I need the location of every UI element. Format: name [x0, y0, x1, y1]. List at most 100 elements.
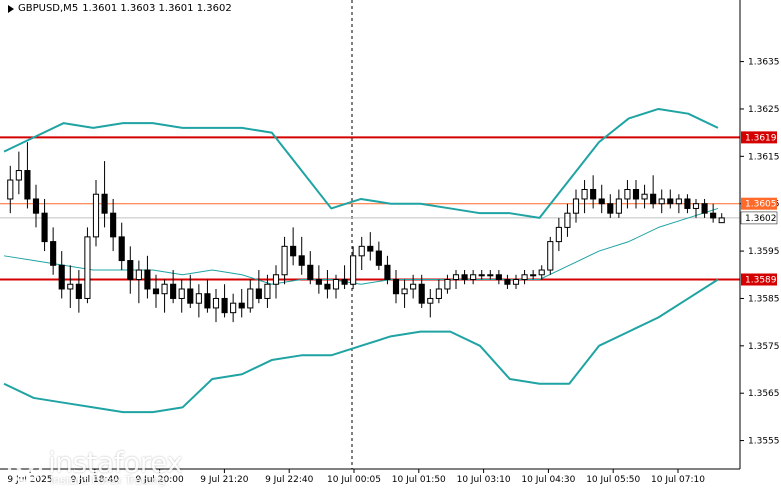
candle-body	[530, 274, 537, 277]
candle-body	[41, 212, 48, 243]
candle-body	[255, 288, 262, 299]
candle-body	[195, 293, 202, 304]
candle-body	[204, 293, 211, 309]
price-badge-label: 1.3619	[745, 133, 777, 143]
candle-body	[324, 283, 331, 290]
candle-body	[512, 279, 520, 285]
price-tick-label: 1.3565	[748, 389, 780, 399]
brand-name: instaforex	[48, 446, 183, 479]
candle-body	[692, 203, 700, 209]
candle-body	[418, 283, 425, 304]
time-tick-label: 10 Jul 07:10	[651, 475, 705, 485]
candle-body	[710, 212, 717, 219]
candle-body	[238, 302, 245, 309]
candle-body	[152, 288, 160, 295]
candle-body	[521, 274, 528, 281]
candle-body	[470, 274, 477, 281]
candle-body	[24, 170, 31, 200]
price-tick-label: 1.3575	[748, 342, 780, 352]
price-badge	[740, 211, 778, 225]
candle-body	[684, 198, 691, 209]
bollinger-lower-line	[3, 278, 719, 414]
price-tick-label: 1.3585	[748, 294, 780, 304]
candle-body	[307, 264, 314, 281]
ohlc-label: 1.3601 1.3603 1.3601 1.3602	[82, 3, 232, 14]
candle-body	[701, 203, 708, 214]
candle-body	[615, 198, 622, 214]
candle-body	[384, 264, 391, 281]
price-tick-label: 1.3625	[748, 105, 780, 115]
candle-body	[358, 245, 365, 257]
candle-body	[247, 288, 254, 309]
candle-body	[375, 250, 382, 266]
candle-body	[118, 236, 125, 262]
candle-body	[607, 203, 614, 214]
bollinger-middle-line	[3, 207, 719, 285]
price-tick-label: 1.3635	[748, 58, 780, 68]
time-tick-label: 10 Jul 04:30	[521, 475, 575, 485]
time-tick-label: 9 Jul 18:40	[71, 475, 120, 485]
candle-body	[350, 255, 357, 285]
time-tick-label: 9 Jul 21:20	[200, 475, 249, 485]
candle-body	[15, 170, 22, 181]
candle-body	[572, 198, 580, 214]
candle-body	[144, 269, 151, 290]
candle-body	[461, 274, 468, 281]
candle-body	[504, 279, 511, 285]
candle-body	[332, 279, 340, 290]
candle-body	[581, 188, 588, 200]
candle-body	[564, 212, 571, 228]
price-badges: 1.3619 1.3605 1.3602 1.3589	[740, 131, 778, 286]
candle-body	[75, 283, 82, 299]
candle-body	[495, 274, 502, 281]
price-tick-label: 1.3555	[748, 437, 780, 447]
time-tick-label: 10 Jul 05:50	[586, 475, 640, 485]
price-tick-label: 1.3595	[748, 247, 780, 257]
candle-body	[127, 260, 134, 281]
candle-body	[264, 283, 271, 299]
candle-body	[315, 279, 322, 285]
candle-body	[667, 198, 674, 205]
price-badge	[741, 197, 777, 210]
bollinger-bands	[3, 107, 719, 414]
symbol-arrow-icon	[8, 4, 14, 13]
candle-body	[298, 255, 305, 266]
candle-body	[281, 245, 288, 276]
candle-body	[161, 283, 168, 295]
price-badge	[741, 273, 777, 286]
candle-body	[487, 274, 494, 277]
instaforex-watermark: instaforex Instant Forex Trading	[4, 444, 183, 488]
candle-body	[67, 283, 74, 290]
candle-body	[135, 269, 142, 281]
candle-body	[590, 188, 597, 200]
price-axis: 1.3635 1.3625 1.3615 1.3605 1.3595 1.3585 1.35…	[740, 58, 780, 447]
candle-body	[624, 188, 631, 200]
chart-header: GBPUSD,M5 1.3601 1.3603 1.3601 1.3602	[8, 3, 232, 14]
candle-body	[32, 198, 40, 214]
candle-body	[410, 283, 417, 290]
time-tick-label: 10 Jul 03:10	[457, 475, 511, 485]
candle-body	[290, 245, 297, 257]
price-badge	[741, 131, 777, 144]
candle-body	[598, 198, 605, 205]
price-badge-label: 1.3602	[745, 214, 777, 224]
candle-body	[538, 269, 545, 276]
candle-body	[658, 198, 665, 205]
candle-body	[7, 179, 14, 200]
candle-body	[632, 188, 640, 200]
brand-tagline: Instant Forex Trading	[50, 474, 166, 487]
candle-body	[110, 212, 117, 238]
candle-body	[452, 274, 460, 281]
candle-body	[170, 283, 177, 299]
candle-body	[230, 302, 237, 314]
candle-body	[58, 264, 65, 290]
candle-body	[272, 274, 280, 285]
symbol-label: GBPUSD,M5	[18, 3, 79, 14]
candle-body	[444, 279, 451, 290]
candle-body	[555, 226, 562, 243]
candle-body	[212, 297, 220, 309]
time-tick-label: 9 Jul 20:00	[135, 475, 184, 485]
candle-body	[367, 245, 374, 252]
time-tick-label: 10 Jul 01:50	[392, 475, 446, 485]
